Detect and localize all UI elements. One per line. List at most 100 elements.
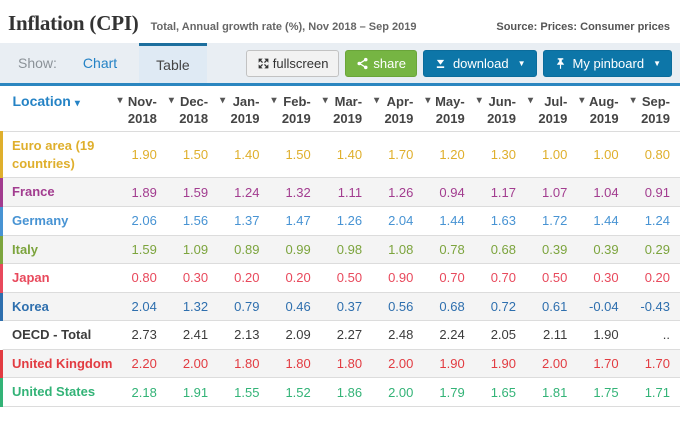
value-cell: 1.90	[490, 355, 516, 371]
value-cell: 2.00	[388, 355, 414, 371]
value-cell: 2.06	[131, 213, 157, 229]
sort-arrow-icon[interactable]: ▾	[322, 95, 328, 106]
value-cell: 0.61	[542, 298, 568, 314]
column-header-aug-2019[interactable]: ▾ Aug- 2019	[577, 86, 628, 132]
value-cell: 2.48	[388, 327, 414, 343]
sort-arrow-icon[interactable]: ▾	[630, 95, 636, 106]
value-cell: 2.11	[542, 327, 568, 343]
row-label[interactable]: France	[0, 177, 116, 207]
sort-arrow-icon[interactable]: ▾	[168, 95, 174, 106]
value-cell: 1.40	[336, 147, 363, 163]
value-cell: 1.55	[234, 384, 260, 400]
value-cell: 1.90	[593, 327, 619, 343]
value-cell: 1.11	[337, 184, 363, 200]
value-cell: 1.70	[388, 147, 414, 163]
row-label[interactable]: United Kingdom	[0, 349, 116, 378]
value-cell: 2.13	[234, 327, 260, 343]
column-header-label: Jan- 2019	[230, 94, 260, 127]
value-cell: 1.32	[182, 298, 209, 314]
value-cell: 1.81	[542, 384, 568, 400]
sort-arrow-icon[interactable]: ▾	[374, 95, 380, 106]
sort-arrow-icon[interactable]: ▾	[425, 95, 431, 106]
value-cell: 1.04	[593, 184, 619, 200]
column-header-sep-2019[interactable]: ▾ Sep- 2019	[629, 86, 680, 132]
table-row: Korea 2.04 1.32 0.79 0.46 0.37 0.56 0.68 0.72 0.6…	[0, 292, 680, 321]
value-cell: 1.71	[644, 384, 670, 400]
value-cell: 1.52	[285, 384, 311, 400]
value-cell: 0.99	[285, 241, 311, 257]
value-cell: 0.90	[388, 270, 414, 286]
column-header-jun-2019[interactable]: ▾ Jun- 2019	[475, 86, 526, 132]
column-header-mar-2019[interactable]: ▾ Mar- 2019	[321, 86, 372, 132]
value-cell: 1.80	[285, 355, 311, 371]
sort-arrow-icon[interactable]: ▾	[220, 95, 226, 106]
value-cell: 0.68	[490, 241, 516, 257]
value-cell: 1.70	[593, 355, 619, 371]
value-cell: 1.40	[234, 147, 260, 163]
row-label[interactable]: Korea	[0, 292, 116, 321]
chevron-down-icon: ▾	[74, 98, 80, 109]
sort-arrow-icon[interactable]: ▾	[528, 95, 534, 106]
location-header-label: Location	[12, 93, 71, 109]
share-button[interactable]: share	[345, 49, 417, 77]
column-header-dec-2018[interactable]: ▾ Dec- 2018	[167, 86, 218, 132]
row-label[interactable]: OECD - Total	[12, 327, 92, 343]
sort-arrow-icon[interactable]: ▾	[476, 95, 482, 106]
row-label[interactable]: Euro area (19 countries)	[0, 131, 116, 178]
value-cell: 0.72	[490, 298, 516, 314]
my-pinboard-button-label: My pinboard	[572, 55, 645, 71]
sort-arrow-icon[interactable]: ▾	[271, 95, 277, 106]
column-header-label: Mar- 2019	[333, 94, 363, 127]
download-button-label: download	[452, 55, 509, 71]
value-cell: 1.90	[131, 147, 157, 163]
value-cell: 2.18	[131, 384, 157, 400]
table-header-row: Location ▾ ▾ Nov- 2018 ▾ Dec- 2018 ▾ Jan- 2019…	[2, 86, 680, 132]
value-cell: 2.20	[131, 355, 157, 371]
table-body: Euro area (19 countries) 1.90 1.50 1.40 1.50…	[0, 131, 680, 407]
value-cell: 1.59	[131, 241, 157, 257]
table-row: Germany 2.06 1.56 1.37 1.47 1.26 2.04 1.44 1.63 1…	[0, 206, 680, 235]
download-button[interactable]: download ▼	[422, 49, 537, 77]
row-label[interactable]: Germany	[0, 206, 116, 235]
value-cell: 1.30	[490, 147, 516, 163]
table-row: Japan 0.80 0.30 0.20 0.20 0.50 0.90 0.70 0.70 0.5…	[0, 263, 680, 293]
column-header-jul-2019[interactable]: ▾ Jul- 2019	[526, 86, 577, 132]
value-cell: 1.17	[490, 184, 516, 200]
fullscreen-button-label: fullscreen	[272, 55, 329, 71]
caret-down-icon: ▼	[653, 58, 661, 68]
row-label[interactable]: Japan	[0, 263, 116, 293]
value-cell: 1.24	[644, 213, 670, 229]
value-cell: 1.72	[542, 213, 568, 229]
column-header-location[interactable]: Location ▾	[2, 86, 116, 132]
column-header-label: Aug- 2019	[589, 94, 619, 127]
value-cell: 2.05	[490, 327, 516, 343]
my-pinboard-button[interactable]: My pinboard ▼	[542, 49, 672, 77]
column-header-may-2019[interactable]: ▾ May- 2019	[423, 86, 474, 132]
column-header-apr-2019[interactable]: ▾ Apr- 2019	[372, 86, 423, 132]
column-header-jan-2019[interactable]: ▾ Jan- 2019	[218, 86, 269, 132]
table-row: OECD - Total 2.73 2.41 2.13 2.09 2.27 2.48 2.24…	[1, 320, 680, 350]
sort-arrow-icon[interactable]: ▾	[579, 95, 585, 106]
value-cell: 2.41	[182, 327, 209, 343]
value-cell: 1.20	[439, 147, 465, 163]
row-label[interactable]: Italy	[0, 235, 116, 264]
value-cell: 1.90	[439, 355, 465, 371]
column-header-label: Jul- 2019	[538, 94, 568, 127]
value-cell: 1.47	[285, 213, 311, 229]
value-cell: 2.24	[439, 327, 465, 343]
value-cell: 1.91	[182, 384, 209, 400]
tab-table[interactable]: Table	[139, 43, 207, 83]
value-cell: 1.44	[439, 213, 465, 229]
value-cell: 0.29	[644, 241, 670, 257]
source-label: Source: Prices: Consumer prices	[496, 21, 670, 33]
value-cell: ..	[662, 327, 670, 343]
tab-chart[interactable]: Chart	[82, 55, 118, 71]
value-cell: 0.89	[234, 241, 260, 257]
row-label[interactable]: United States	[0, 377, 116, 407]
sort-arrow-icon[interactable]: ▾	[117, 95, 123, 106]
value-cell: 1.89	[131, 184, 157, 200]
value-cell: 1.26	[388, 184, 414, 200]
fullscreen-button[interactable]: fullscreen	[245, 49, 340, 77]
column-header-nov-2018[interactable]: ▾ Nov- 2018	[116, 86, 167, 132]
column-header-feb-2019[interactable]: ▾ Feb- 2019	[269, 86, 320, 132]
